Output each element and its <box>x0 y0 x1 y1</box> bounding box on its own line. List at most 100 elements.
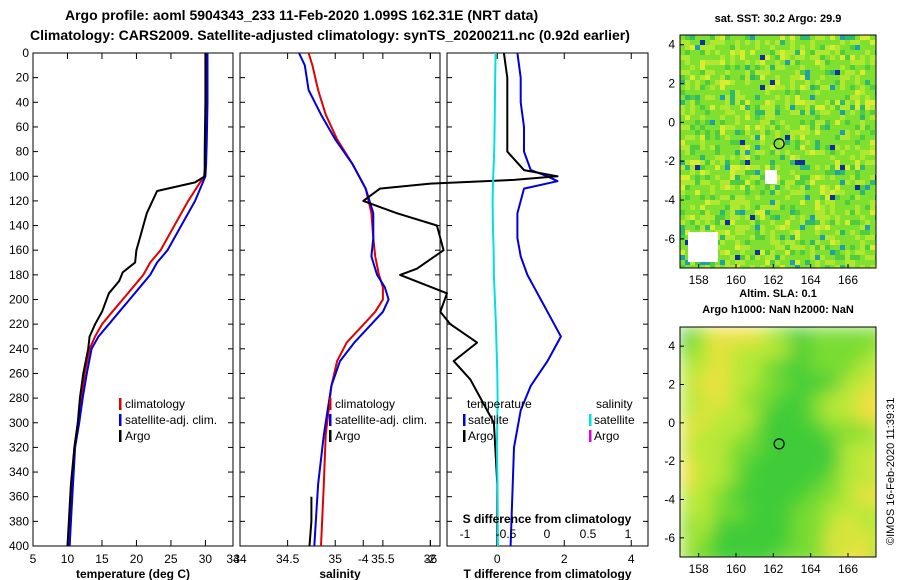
map-cell <box>760 215 766 221</box>
map-cell <box>680 391 697 408</box>
map-cell <box>730 115 736 121</box>
map-cell <box>860 50 866 56</box>
map-cell <box>765 150 771 156</box>
map-cell <box>795 145 801 151</box>
map-cell <box>795 35 801 41</box>
map-cell <box>780 185 786 191</box>
map-cell <box>800 230 806 236</box>
map-cell <box>735 145 741 151</box>
map-cell <box>805 175 811 181</box>
map-cell <box>872 359 876 376</box>
map-cell <box>835 95 841 101</box>
map-cell <box>760 210 766 216</box>
map-cell <box>830 245 836 251</box>
map-cell <box>725 155 731 161</box>
map-cell <box>700 150 706 156</box>
map-cell <box>780 65 786 71</box>
map-cell <box>815 145 821 151</box>
map-cell <box>790 65 796 71</box>
map-cell <box>760 225 766 231</box>
map-cell <box>680 35 686 41</box>
map-cell <box>730 250 736 256</box>
map-cell <box>790 55 796 61</box>
map-cell <box>696 487 713 504</box>
map-cell <box>795 180 801 186</box>
map-cell <box>715 265 721 268</box>
map-cell <box>730 160 736 166</box>
map-cell <box>685 260 691 266</box>
map-cell <box>712 455 729 472</box>
map-cell <box>705 265 711 268</box>
map-cell <box>850 155 856 161</box>
map-cell <box>790 180 796 186</box>
map-cell <box>705 100 711 106</box>
map-cell <box>850 120 856 126</box>
map-cell <box>695 65 701 71</box>
map-cell <box>850 55 856 61</box>
map-cell <box>700 180 706 186</box>
map-cell <box>745 130 751 136</box>
map-cell <box>740 60 746 66</box>
map-cell <box>795 245 801 251</box>
map-cell <box>735 155 741 161</box>
map-cell <box>730 45 736 51</box>
x-tick-label: 4 <box>628 552 635 566</box>
map-cell <box>745 150 751 156</box>
map-cell <box>755 205 761 211</box>
plot-frame <box>239 52 441 547</box>
map-cell <box>680 40 686 46</box>
map-cell <box>770 130 776 136</box>
map-cell <box>830 250 836 256</box>
map-cell <box>800 210 806 216</box>
map-cell <box>720 85 726 91</box>
map-cell <box>760 200 766 206</box>
map-cell <box>780 130 786 136</box>
map-cell <box>725 95 731 101</box>
map-cell <box>865 185 871 191</box>
map-cell <box>790 110 796 116</box>
map-cell <box>840 200 846 206</box>
map-cell <box>835 200 841 206</box>
map-cell <box>860 195 866 201</box>
map-cell <box>725 90 731 96</box>
map-cell <box>860 105 866 111</box>
map-cell <box>760 145 766 151</box>
map-cell <box>780 50 786 56</box>
map-cell <box>870 185 876 191</box>
map-cell <box>725 35 731 41</box>
map-cell <box>750 170 756 176</box>
map-cell <box>780 75 786 81</box>
map-cell <box>820 230 826 236</box>
secondary-x-label: S difference from climatology <box>463 512 632 526</box>
map-cell <box>820 75 826 81</box>
map-cell <box>825 165 831 171</box>
map-cell <box>865 155 871 161</box>
map-cell <box>815 185 821 191</box>
map-cell <box>810 115 816 121</box>
map-cell <box>840 95 846 101</box>
map-cell <box>720 50 726 56</box>
map-cell <box>712 391 729 408</box>
map-cell <box>715 80 721 86</box>
map-cell <box>695 50 701 56</box>
map-cell <box>696 391 713 408</box>
map-cell <box>785 170 791 176</box>
map-cell <box>855 180 861 186</box>
map-cell <box>810 195 816 201</box>
map-cell <box>690 35 696 41</box>
map-cell <box>845 60 851 66</box>
map-cell <box>825 95 831 101</box>
map-cell <box>808 487 825 504</box>
map-cell <box>730 175 736 181</box>
map-cell <box>775 245 781 251</box>
map-cell <box>805 200 811 206</box>
map-cell <box>785 80 791 86</box>
legend-label: Argo <box>125 429 151 443</box>
map-cell <box>855 145 861 151</box>
map-cell <box>830 130 836 136</box>
map-cell <box>680 170 686 176</box>
map-cell <box>720 215 726 221</box>
map-cell <box>700 45 706 51</box>
map-cell <box>870 155 876 161</box>
map-cell <box>755 180 761 186</box>
